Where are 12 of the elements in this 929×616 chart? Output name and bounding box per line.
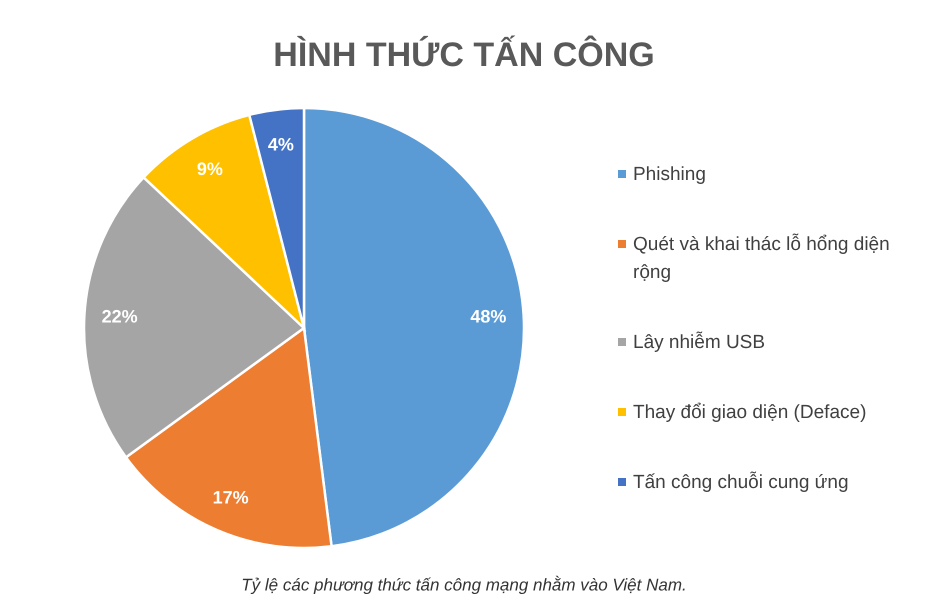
- legend-label: Phishing: [633, 164, 706, 184]
- legend-label: Tấn công chuỗi cung ứng: [633, 470, 849, 492]
- data-label: 4%: [268, 134, 294, 155]
- text: Tỷ lệ các phương thức tấn công mạng nhằm vào Việt Nam.: [241, 576, 687, 594]
- legend-label: Lây nhiễm USB: [633, 330, 766, 352]
- data-label: 9%: [196, 158, 223, 179]
- data-label: 17%: [212, 488, 249, 508]
- legend-label: Quét và khai thác lỗ hổng diện rộng: [633, 232, 890, 282]
- legend-label: Thay đổi giao diện (Deface): [633, 402, 866, 422]
- chart-title: HÌNH THỨC TẤN CÔNG: [273, 35, 655, 74]
- data-label: 48%: [470, 306, 506, 326]
- data-label: 22%: [102, 306, 138, 326]
